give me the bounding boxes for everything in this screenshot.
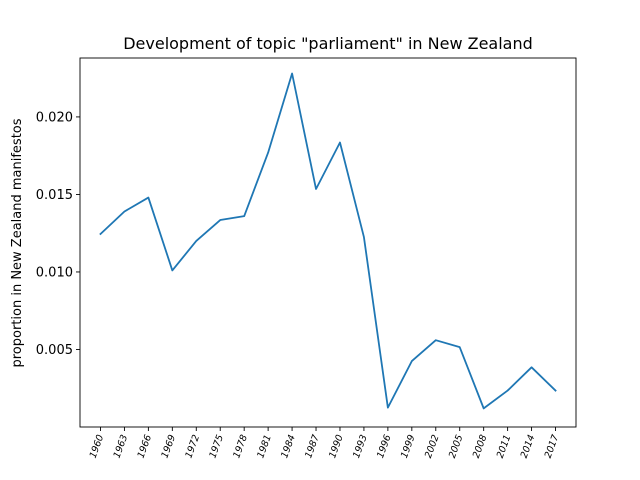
- y-tick-label: 0.015: [36, 188, 73, 203]
- y-axis-label: proportion in New Zealand manifestos: [10, 118, 25, 367]
- y-tick-label: 0.010: [36, 265, 73, 280]
- chart-title: Development of topic "parliament" in New…: [123, 34, 533, 53]
- y-tick-label: 0.005: [36, 343, 73, 358]
- axes-frame: [79, 57, 577, 428]
- y-tick-label: 0.020: [36, 110, 73, 125]
- series-line-0: [99, 72, 557, 410]
